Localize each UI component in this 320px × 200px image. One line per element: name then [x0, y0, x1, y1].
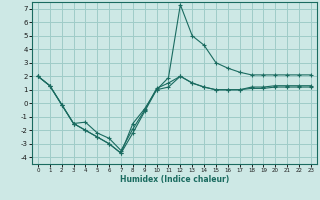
X-axis label: Humidex (Indice chaleur): Humidex (Indice chaleur)	[120, 175, 229, 184]
